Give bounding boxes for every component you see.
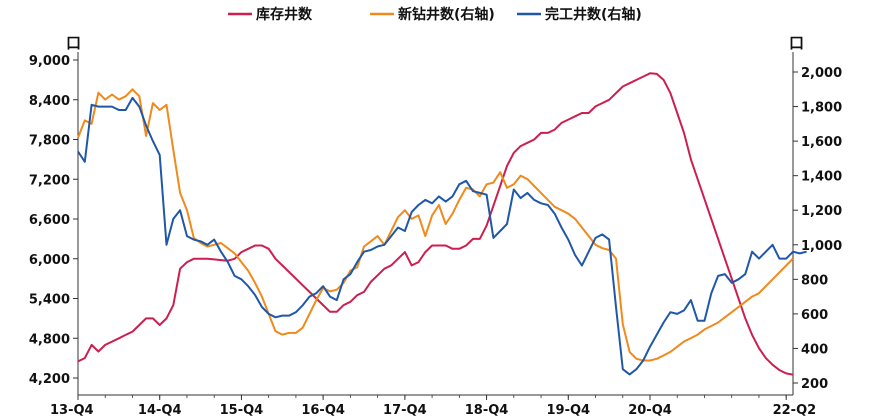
left-tick-label: 7,800 bbox=[29, 134, 70, 149]
axes: 4,200 4,800 5,400 6,000 6,600 7,200 7,800 8,400… bbox=[29, 52, 842, 418]
x-tick-label: 16-Q4 bbox=[301, 403, 345, 418]
series-line-2 bbox=[77, 96, 807, 376]
right-tick-label: 800 bbox=[801, 273, 828, 288]
right-tick-label: 200 bbox=[801, 377, 828, 392]
series-line-1 bbox=[77, 88, 794, 362]
x-tick-label: 15-Q4 bbox=[220, 403, 264, 418]
x-tick-label: 20-Q4 bbox=[628, 403, 672, 418]
series-lines bbox=[77, 72, 807, 376]
x-tick-label: 13-Q4 bbox=[50, 403, 94, 418]
right-tick-label: 1,600 bbox=[801, 135, 842, 150]
left-tick-label: 4,800 bbox=[29, 332, 70, 347]
left-tick-label: 4,200 bbox=[29, 372, 70, 387]
legend-label: 新钻井数(右轴) bbox=[398, 6, 495, 23]
left-tick-label: 9,000 bbox=[29, 54, 70, 69]
left-tick-label: 6,000 bbox=[29, 253, 70, 268]
right-tick-label: 2,000 bbox=[801, 66, 842, 81]
legend: 库存井数 新钻井数(右轴) 完工井数(右轴) bbox=[228, 6, 642, 23]
right-axis-unit: 口 bbox=[789, 34, 804, 52]
left-tick-label: 6,600 bbox=[29, 213, 70, 228]
right-tick-label: 400 bbox=[801, 342, 828, 357]
left-tick-label: 5,400 bbox=[29, 293, 70, 308]
right-tick-label: 1,400 bbox=[801, 170, 842, 185]
legend-label: 库存井数 bbox=[256, 6, 313, 23]
x-tick-label: 18-Q4 bbox=[465, 403, 509, 418]
x-tick-label: 17-Q4 bbox=[383, 403, 427, 418]
left-tick-label: 7,200 bbox=[29, 173, 70, 188]
left-axis-unit: 口 bbox=[66, 34, 81, 52]
x-tick-label: 19-Q4 bbox=[546, 403, 590, 418]
right-tick-label: 1,200 bbox=[801, 204, 842, 219]
x-tick-label: 14-Q4 bbox=[138, 403, 182, 418]
right-tick-label: 1,800 bbox=[801, 101, 842, 116]
x-tick-label: 22-Q2 bbox=[773, 403, 817, 418]
right-tick-label: 1,000 bbox=[801, 239, 842, 254]
left-tick-label: 8,400 bbox=[29, 94, 70, 109]
right-tick-label: 600 bbox=[801, 308, 828, 323]
legend-label: 完工井数(右轴) bbox=[545, 6, 642, 23]
series-line-0 bbox=[77, 72, 794, 376]
